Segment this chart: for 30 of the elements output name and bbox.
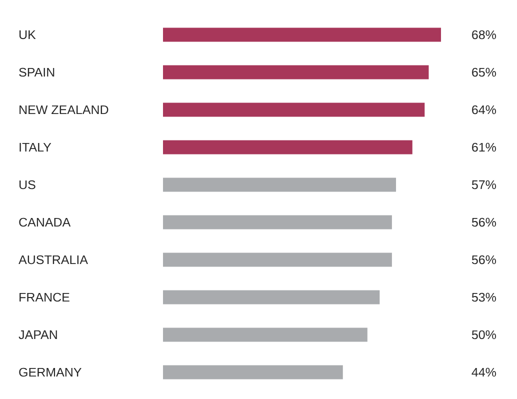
- bar: [163, 290, 380, 304]
- y-tick-label: CANADA: [19, 218, 71, 227]
- y-tick-label: UK: [19, 30, 36, 40]
- y-tick-label: GERMANY: [19, 368, 82, 377]
- bar: [163, 140, 412, 154]
- y-tick-label: AUSTRALIA: [18, 255, 88, 264]
- bar: [163, 215, 392, 230]
- y-tick-label: NEW ZEALAND: [20, 105, 108, 114]
- bar: [163, 28, 441, 42]
- bar: [163, 365, 343, 380]
- data-label: 53%: [472, 292, 496, 302]
- data-label: 61%: [472, 142, 496, 152]
- data-label: 50%: [472, 330, 496, 340]
- bar: [163, 252, 392, 267]
- data-label: 64%: [472, 105, 496, 114]
- y-tick-label: SPAIN: [19, 68, 54, 77]
- bar: [163, 178, 396, 192]
- y-tick-label: JAPAN: [18, 330, 57, 340]
- data-label: 68%: [472, 30, 496, 40]
- y-tick-label: US: [19, 180, 36, 190]
- bar: [163, 328, 368, 342]
- bar: [163, 65, 429, 80]
- data-label: 44%: [472, 368, 496, 377]
- data-label: 65%: [472, 68, 496, 77]
- data-label: 57%: [472, 180, 496, 190]
- y-tick-label: ITALY: [20, 142, 52, 152]
- data-label: 56%: [472, 255, 496, 264]
- data-label: 56%: [472, 218, 496, 227]
- y-tick-label: FRANCE: [20, 292, 70, 302]
- bar: [163, 102, 425, 117]
